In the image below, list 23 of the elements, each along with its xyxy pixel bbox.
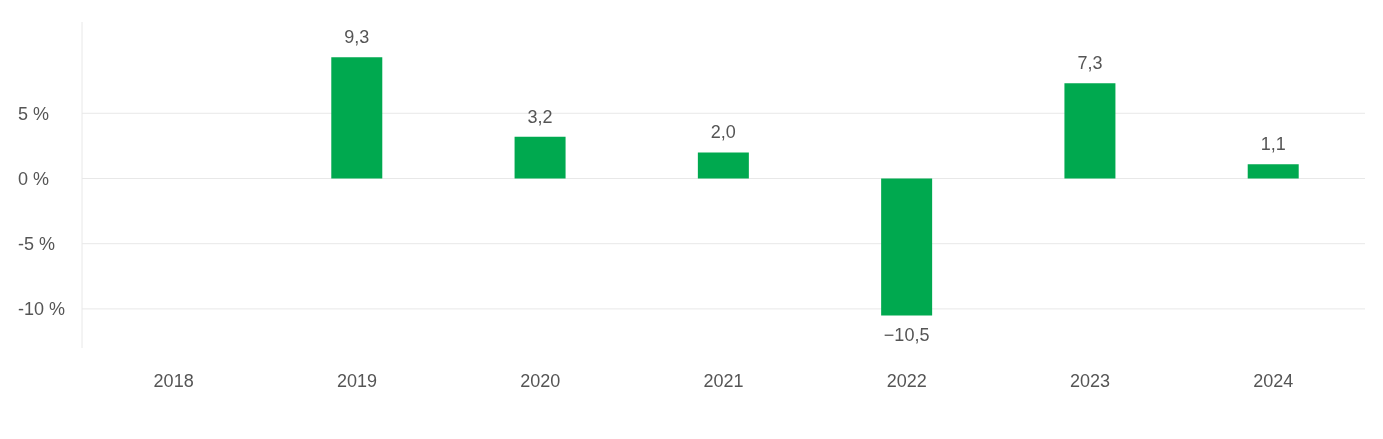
bar <box>331 57 383 179</box>
x-tick-label: 2024 <box>1253 370 1294 391</box>
x-tick-label: 2021 <box>703 370 744 391</box>
bar <box>881 178 933 316</box>
y-tick-label: -10 % <box>18 299 66 320</box>
bar <box>1247 164 1299 179</box>
x-tick-label: 2020 <box>520 370 561 391</box>
data-label: 9,3 <box>344 27 370 48</box>
data-label: 1,1 <box>1260 134 1286 155</box>
data-label: 2,0 <box>710 122 736 143</box>
x-tick-label: 2022 <box>886 370 927 391</box>
bar <box>697 152 749 179</box>
x-tick-label: 2018 <box>153 370 194 391</box>
data-label: 7,3 <box>1077 53 1103 74</box>
bar <box>514 136 566 179</box>
data-label: 3,2 <box>527 106 553 127</box>
x-tick-label: 2019 <box>336 370 377 391</box>
x-tick-label: 2023 <box>1070 370 1111 391</box>
data-label: −10,5 <box>883 325 930 346</box>
y-tick-label: 0 % <box>18 168 50 189</box>
bar <box>1064 83 1116 179</box>
y-tick-label: -5 % <box>18 234 56 255</box>
y-tick-label: 5 % <box>18 103 50 124</box>
